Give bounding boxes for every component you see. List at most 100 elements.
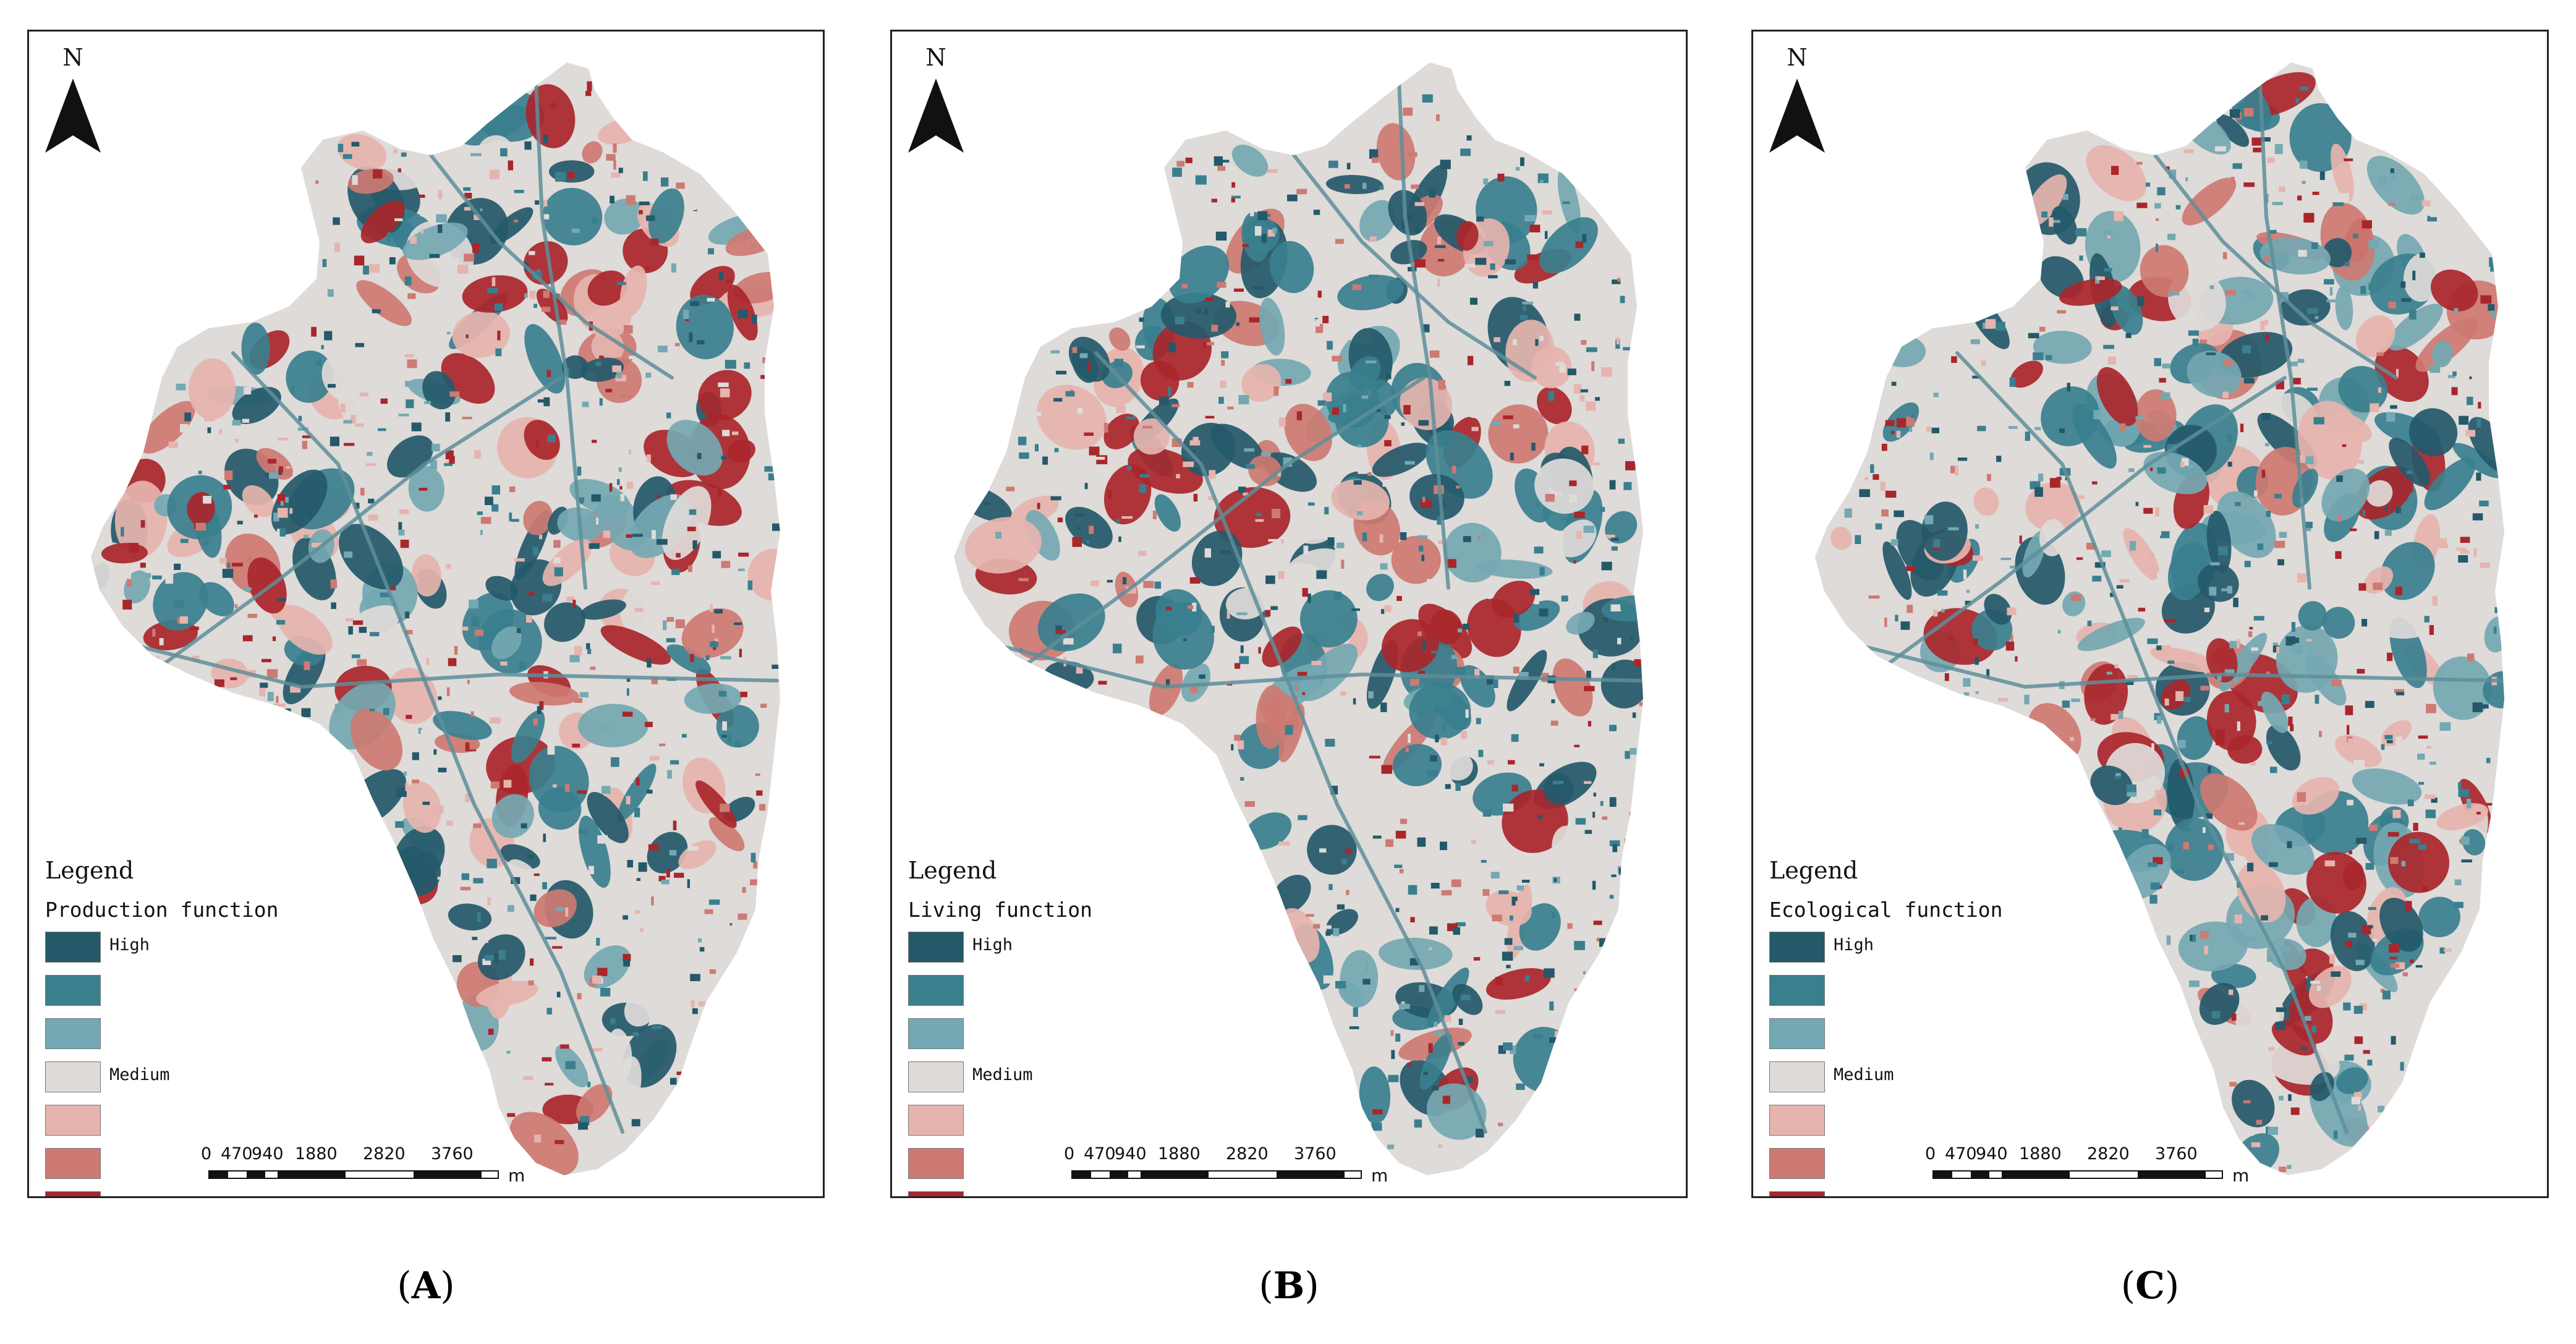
scale-tick-label: 1880 [2019,1144,2062,1163]
patch [1103,414,1140,449]
speckle [1569,480,1577,487]
speckle [2329,287,2333,296]
patch [1259,297,1285,356]
speckle [1076,527,1082,530]
speckle [1249,317,1260,323]
scale-segment [278,1172,346,1178]
speckle [1884,618,1887,627]
patch [648,188,684,244]
speckle [1859,489,1870,497]
speckle [697,453,702,459]
speckle [647,658,652,668]
speckle [2310,248,2315,251]
speckle [1006,487,1015,491]
speckle [1242,244,1249,247]
speckle [432,357,442,365]
legend-row: Medium [908,1061,1230,1097]
patch [2216,114,2250,147]
speckle [738,568,745,571]
speckle [710,604,713,612]
speckle [355,342,364,347]
speckle [1539,763,1544,767]
patch [491,626,522,660]
speckle [2300,87,2309,91]
patch [2335,734,2382,768]
speckle [2221,588,2232,592]
speckle [519,661,527,670]
patch [678,840,716,870]
speckle [2157,187,2166,195]
speckle [1581,340,1587,345]
speckle [2386,412,2395,422]
speckle [768,473,775,480]
speckle [1391,1050,1395,1059]
speckle [579,517,590,524]
patch [1284,404,1332,461]
caption-b: (B) [1259,1264,1319,1308]
speckle [1302,692,1305,695]
speckle [1508,760,1515,765]
speckle [1411,184,1419,189]
road-line [1955,351,2138,652]
speckle [378,428,386,432]
speckle [344,551,353,558]
speckle [755,773,760,776]
speckle [1471,840,1476,844]
speckle [1387,1144,1395,1149]
speckle [506,1050,511,1054]
speckle [1586,671,1591,679]
speckle [462,417,472,420]
speckle [1539,336,1544,341]
speckle [1465,709,1469,718]
speckle [1440,738,1448,746]
speckle [2218,546,2228,555]
speckle [2215,146,2226,151]
speckle [156,656,159,665]
speckle [2179,695,2183,699]
speckle [2306,639,2312,642]
speckle [424,401,431,404]
scale-tick-label: 470 [1945,1144,1977,1163]
speckle [2418,781,2425,785]
speckle [2306,388,2318,391]
speckle [2368,283,2371,290]
speckle [268,459,277,464]
patch [684,683,742,714]
speckle [1316,570,1327,579]
speckle [1965,600,1971,605]
speckle [1257,211,1268,221]
speckle [1894,510,1904,517]
speckle [1171,581,1182,585]
patch [2408,408,2458,457]
speckle [445,412,451,422]
speckle [535,200,540,205]
speckle [1963,678,1971,687]
speckle [2268,229,2277,234]
speckle [2245,1132,2255,1136]
speckle [1214,156,1223,166]
speckle [597,968,608,976]
patch [1366,574,1394,602]
speckle [2107,356,2116,365]
speckle [2190,934,2196,942]
speckle [406,399,414,409]
legend-swatch [45,975,101,1006]
speckle [673,820,677,831]
speckle [1311,660,1322,665]
speckle [1567,368,1576,375]
speckle [2266,1126,2270,1136]
speckle [2313,417,2324,425]
road-line [2135,648,2349,1134]
speckle [1377,409,1381,412]
speckle [545,937,556,940]
patch [1149,663,1183,716]
speckle [422,801,430,806]
speckle [362,289,366,292]
scale-bar-graphic [1071,1170,1362,1179]
speckle [1881,443,1887,451]
speckle [2217,674,2222,681]
speckle [2181,457,2189,466]
speckle [1434,1021,1438,1027]
speckle [2237,721,2240,731]
speckle [2210,562,2220,566]
